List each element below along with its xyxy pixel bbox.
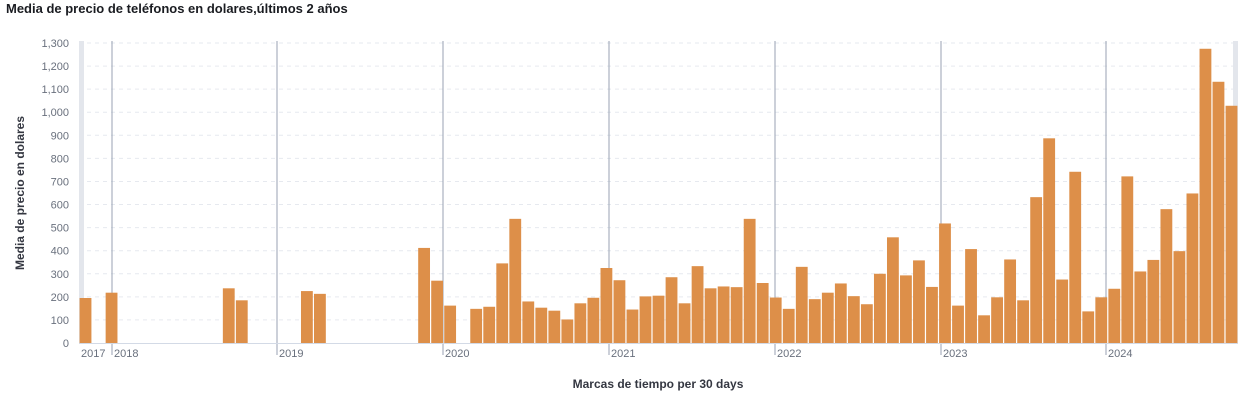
chart-title: Media de precio de teléfonos en dolares,…	[6, 1, 348, 16]
y-axis-ticks: 0 100 200 300 400 500 600 700 800 900 1,000 1,100 1,…	[41, 38, 69, 350]
bar[interactable]	[991, 297, 1003, 343]
bar[interactable]	[691, 266, 704, 343]
x-axis-ticks: 2017 2018 2019 2020 2021 2022 2023 2024	[81, 348, 1132, 360]
bar[interactable]	[483, 306, 496, 343]
bar[interactable]	[418, 247, 431, 343]
bar[interactable]	[1004, 259, 1017, 343]
x-tick-label: 2022	[777, 348, 801, 360]
bar[interactable]	[1186, 193, 1199, 343]
bar[interactable]	[743, 218, 756, 343]
x-tick-label: 2017	[81, 348, 105, 360]
bar[interactable]	[1199, 48, 1212, 344]
x-tick-label: 2023	[943, 348, 967, 360]
bar[interactable]	[1121, 176, 1134, 343]
bar[interactable]	[1108, 288, 1121, 343]
y-tick-label: 600	[51, 200, 69, 212]
bar[interactable]	[470, 308, 483, 343]
bar[interactable]	[939, 223, 951, 343]
bar[interactable]	[600, 268, 613, 343]
bar[interactable]	[522, 301, 535, 343]
y-tick-label: 800	[51, 153, 69, 165]
bar[interactable]	[782, 308, 795, 343]
bar[interactable]	[926, 286, 938, 343]
y-tick-label: 1,100	[41, 84, 69, 96]
bar[interactable]	[1017, 300, 1030, 343]
bar[interactable]	[756, 283, 769, 343]
y-tick-label: 900	[51, 130, 69, 142]
bar[interactable]	[574, 303, 587, 343]
bar[interactable]	[561, 319, 574, 343]
bar[interactable]	[626, 309, 639, 343]
bar[interactable]	[548, 310, 561, 343]
bar[interactable]	[965, 249, 977, 343]
y-tick-label: 0	[63, 338, 69, 350]
bar[interactable]	[1225, 105, 1238, 344]
bar[interactable]	[300, 291, 313, 343]
bar[interactable]	[873, 273, 886, 343]
bar[interactable]	[730, 287, 743, 343]
bar[interactable]	[444, 305, 457, 343]
bar[interactable]	[79, 298, 92, 343]
x-tick-label: 2018	[114, 348, 138, 360]
bar[interactable]	[1082, 311, 1095, 343]
bar[interactable]	[222, 288, 235, 343]
bar[interactable]	[1212, 81, 1225, 344]
bar[interactable]	[235, 300, 248, 343]
bar[interactable]	[105, 292, 118, 343]
x-axis-title: Marcas de tiempo per 30 days	[573, 377, 744, 391]
bar[interactable]	[900, 275, 912, 343]
bar[interactable]	[1030, 197, 1043, 343]
bar[interactable]	[1173, 251, 1186, 343]
bar[interactable]	[834, 283, 847, 343]
bar[interactable]	[535, 307, 548, 343]
left-edge-band	[79, 41, 84, 343]
x-tick-label: 2020	[445, 348, 469, 360]
bars	[79, 48, 1238, 344]
y-tick-label: 300	[51, 269, 69, 281]
x-tick-label: 2019	[279, 348, 303, 360]
bar[interactable]	[509, 218, 522, 343]
bar[interactable]	[678, 303, 691, 343]
bar[interactable]	[496, 263, 509, 343]
bar[interactable]	[952, 305, 964, 343]
y-tick-label: 1,200	[41, 61, 69, 73]
bar[interactable]	[1069, 171, 1082, 343]
bar[interactable]	[1134, 271, 1147, 343]
y-tick-label: 100	[51, 315, 69, 327]
x-tick-label: 2024	[1108, 348, 1132, 360]
bar[interactable]	[1147, 259, 1160, 343]
bar[interactable]	[665, 277, 678, 343]
y-tick-label: 400	[51, 246, 69, 258]
y-tick-label: 1,300	[41, 38, 69, 50]
bar[interactable]	[795, 266, 808, 343]
bar[interactable]	[978, 315, 990, 343]
bar[interactable]	[314, 293, 326, 343]
bar[interactable]	[704, 288, 717, 343]
bar[interactable]	[652, 295, 665, 343]
bar[interactable]	[613, 280, 626, 343]
bar[interactable]	[1095, 297, 1108, 343]
bar[interactable]	[1043, 138, 1056, 343]
gridlines	[79, 42, 1238, 321]
y-tick-label: 700	[51, 176, 69, 188]
bar[interactable]	[639, 296, 652, 343]
bar[interactable]	[847, 296, 860, 343]
bar[interactable]	[587, 297, 600, 343]
bar[interactable]	[860, 304, 873, 343]
bar[interactable]	[886, 237, 899, 343]
x-tick-label: 2021	[611, 348, 635, 360]
y-tick-label: 200	[51, 292, 69, 304]
bar[interactable]	[821, 292, 834, 343]
bar[interactable]	[808, 299, 821, 343]
bar[interactable]	[769, 297, 782, 343]
bar[interactable]	[913, 260, 925, 343]
y-tick-label: 1,000	[41, 107, 69, 119]
y-tick-label: 500	[51, 223, 69, 235]
bar[interactable]	[1056, 279, 1069, 343]
bar[interactable]	[717, 286, 730, 343]
bar[interactable]	[1160, 209, 1173, 343]
bar[interactable]	[431, 280, 444, 343]
y-axis-title: Media de precio en dolares	[13, 116, 27, 270]
